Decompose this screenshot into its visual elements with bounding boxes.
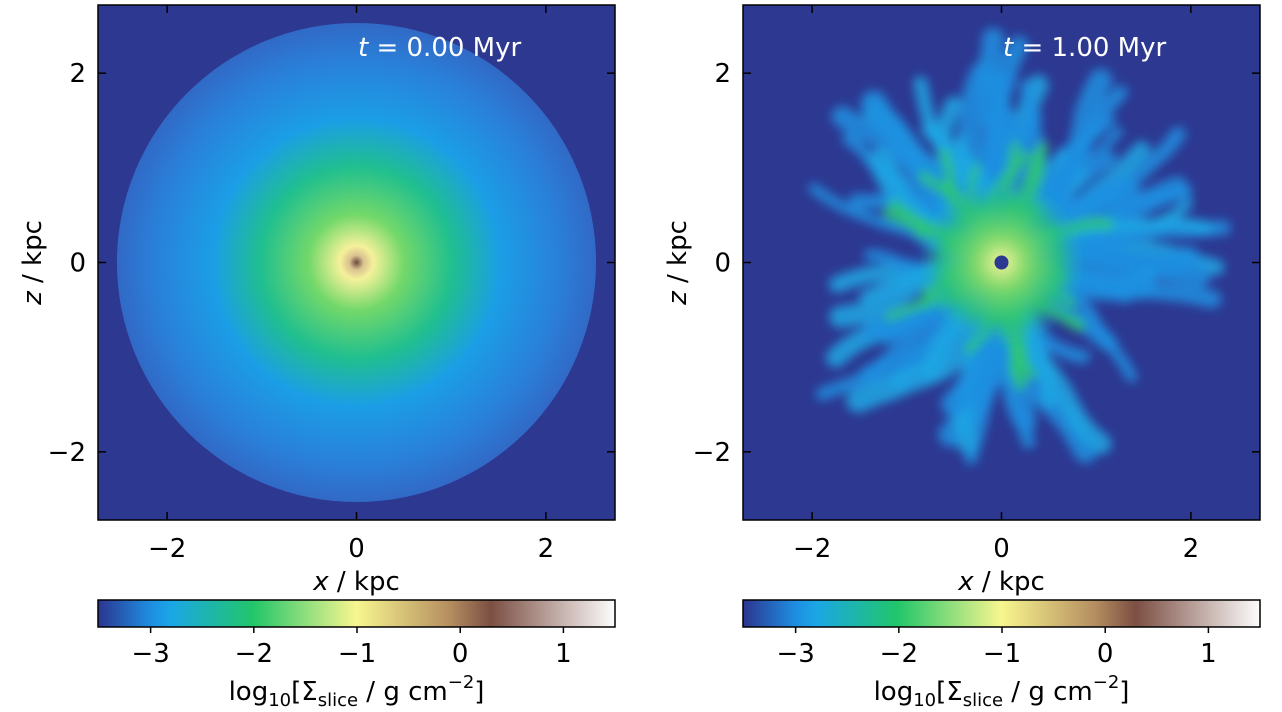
colorbar-tick-label: −1	[983, 639, 1021, 669]
y-axis-label-part: / kpc	[663, 220, 693, 291]
colorbar-label-part: ]	[474, 677, 484, 707]
y-tick-label: 0	[714, 249, 731, 279]
y-axis-label-part: z	[663, 290, 693, 306]
colorbar-label-part: 10	[913, 690, 936, 711]
colorbar-tick-label: 0	[452, 639, 469, 669]
colorbar-tick-label: −3	[776, 639, 814, 669]
colorbar-tick-label: −3	[131, 639, 169, 669]
x-axis-label-part: / kpc	[329, 567, 400, 597]
colorbar-label-part: / g cm	[1003, 677, 1093, 707]
colorbar-tick-label: −2	[880, 639, 918, 669]
colorbar-tick-label: 0	[1097, 639, 1114, 669]
x-tick-label: −2	[148, 534, 186, 564]
slice-image	[743, 5, 1260, 520]
x-axis-label-part: / kpc	[974, 567, 1045, 597]
colorbar-label-part: ]	[1119, 677, 1129, 707]
colorbar-label-part: 10	[268, 690, 291, 711]
x-tick-label: −2	[793, 534, 831, 564]
colorbar-label-part: [Σ	[291, 677, 318, 707]
annotation-part: t	[358, 33, 369, 63]
colorbar-tick-label: 1	[1200, 639, 1217, 669]
colorbar-label-part: slice	[318, 690, 358, 711]
colorbar-label-part: / g cm	[358, 677, 448, 707]
y-tick-label: 2	[714, 59, 731, 89]
y-tick-label: 0	[69, 249, 86, 279]
colorbar	[742, 599, 1261, 628]
colorbar-label: log10[Σslice / g cm−2]	[229, 672, 485, 711]
colorbar-label-part: log	[229, 677, 269, 707]
colorbar-tick-label: 1	[555, 639, 572, 669]
x-tick-label: 0	[348, 534, 365, 564]
y-tick-label: −2	[48, 438, 86, 468]
y-axis-label: z / kpc	[663, 220, 693, 306]
annotation-part: t	[1003, 33, 1014, 63]
annotation: t = 1.00 Myr	[1003, 33, 1166, 63]
colorbar-label-part: [Σ	[936, 677, 963, 707]
cavity	[994, 255, 1009, 270]
y-axis-label: z / kpc	[18, 220, 48, 306]
y-axis-label-part: z	[18, 290, 48, 306]
colorbar-tick-label: −1	[338, 639, 376, 669]
colorbar	[97, 599, 616, 628]
x-tick-label: 2	[538, 534, 555, 564]
x-tick-label: 2	[1183, 534, 1200, 564]
colorbar-tick-label: −2	[235, 639, 273, 669]
x-axis-label: x / kpc	[957, 567, 1045, 597]
colorbar-label-part: −2	[448, 672, 475, 693]
y-tick-label: −2	[693, 438, 731, 468]
y-axis-label-part: / kpc	[18, 220, 48, 291]
x-axis-label-part: x	[957, 567, 974, 597]
y-tick-label: 2	[69, 59, 86, 89]
slice-image	[98, 5, 615, 520]
x-tick-label: 0	[993, 534, 1010, 564]
gas-disc	[116, 22, 597, 503]
annotation-part: = 0.00 Myr	[368, 33, 521, 63]
x-axis-label-part: x	[312, 567, 329, 597]
colorbar-label-part: log	[874, 677, 914, 707]
annotation-part: = 1.00 Myr	[1013, 33, 1166, 63]
annotation: t = 0.00 Myr	[358, 33, 521, 63]
colorbar-label-part: −2	[1093, 672, 1120, 693]
colorbar-label-part: slice	[963, 690, 1003, 711]
colorbar-label: log10[Σslice / g cm−2]	[874, 672, 1130, 711]
x-axis-label: x / kpc	[312, 567, 400, 597]
